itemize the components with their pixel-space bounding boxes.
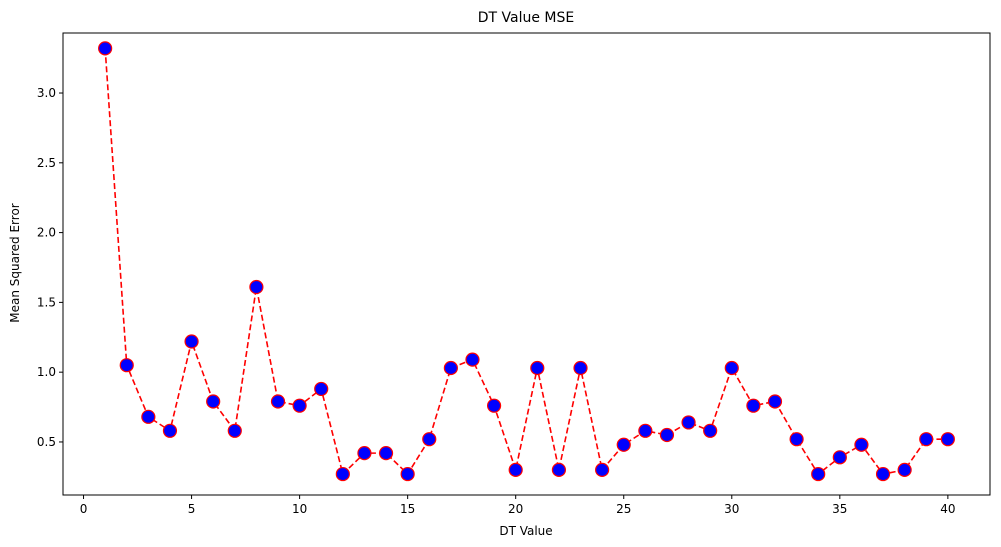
data-point bbox=[378, 446, 394, 461]
y-tick-label: 0.5 bbox=[37, 435, 56, 449]
data-point bbox=[184, 334, 199, 349]
x-tick-label: 25 bbox=[616, 502, 631, 516]
data-point bbox=[141, 409, 156, 424]
data-point bbox=[573, 360, 588, 376]
data-point bbox=[530, 360, 545, 376]
data-point bbox=[206, 394, 221, 409]
data-point bbox=[767, 394, 783, 409]
data-point bbox=[98, 41, 113, 56]
data-point bbox=[897, 462, 912, 477]
data-point bbox=[703, 423, 718, 438]
data-point bbox=[119, 358, 134, 373]
data-point bbox=[270, 394, 286, 409]
data-point bbox=[746, 398, 761, 413]
y-tick-label: 2.5 bbox=[37, 156, 56, 170]
data-point bbox=[422, 432, 437, 447]
data-point bbox=[616, 437, 631, 452]
data-point bbox=[940, 432, 955, 447]
data-point bbox=[681, 415, 696, 430]
data-point bbox=[227, 423, 242, 438]
series-line bbox=[104, 48, 948, 476]
plot-area: 0 5 10 15 20 25 30 35 40 0.5 1.0 1.5 2.0 2.5 3.0 bbox=[37, 32, 991, 516]
data-point bbox=[854, 437, 869, 452]
data-point bbox=[875, 466, 891, 482]
x-tick-label: 20 bbox=[508, 502, 523, 516]
chart-title: DT Value MSE bbox=[478, 10, 575, 26]
data-point bbox=[659, 427, 675, 443]
data-point bbox=[508, 462, 523, 477]
data-point bbox=[314, 381, 329, 397]
data-point bbox=[292, 398, 307, 413]
y-axis-label: Mean Squared Error bbox=[8, 203, 22, 323]
data-point bbox=[443, 360, 458, 376]
x-tick-label: 10 bbox=[292, 502, 307, 516]
data-point bbox=[486, 398, 502, 413]
y-tick-label: 1.0 bbox=[37, 365, 56, 379]
data-point bbox=[551, 462, 567, 477]
x-tick-label: 0 bbox=[80, 502, 88, 516]
data-point bbox=[832, 450, 847, 465]
data-point bbox=[595, 462, 610, 477]
data-point bbox=[724, 360, 739, 376]
x-tick-label: 30 bbox=[724, 502, 739, 516]
data-point bbox=[249, 279, 264, 295]
x-axis-label: DT Value bbox=[499, 524, 552, 538]
data-point bbox=[357, 446, 372, 461]
data-point bbox=[400, 466, 415, 482]
plot-frame bbox=[62, 32, 991, 496]
data-point bbox=[919, 432, 934, 447]
data-point bbox=[789, 432, 804, 447]
y-tick-label: 2.0 bbox=[37, 226, 56, 240]
data-point bbox=[162, 423, 178, 438]
x-tick-label: 35 bbox=[832, 502, 847, 516]
data-point bbox=[465, 352, 480, 367]
x-tick-label: 40 bbox=[940, 502, 955, 516]
y-tick-label: 1.5 bbox=[37, 295, 56, 309]
data-point bbox=[638, 423, 653, 438]
data-point bbox=[811, 466, 826, 482]
x-tick-label: 15 bbox=[400, 502, 415, 516]
data-point bbox=[335, 466, 350, 482]
y-tick-label: 3.0 bbox=[37, 86, 56, 100]
x-tick-label: 5 bbox=[188, 502, 196, 516]
